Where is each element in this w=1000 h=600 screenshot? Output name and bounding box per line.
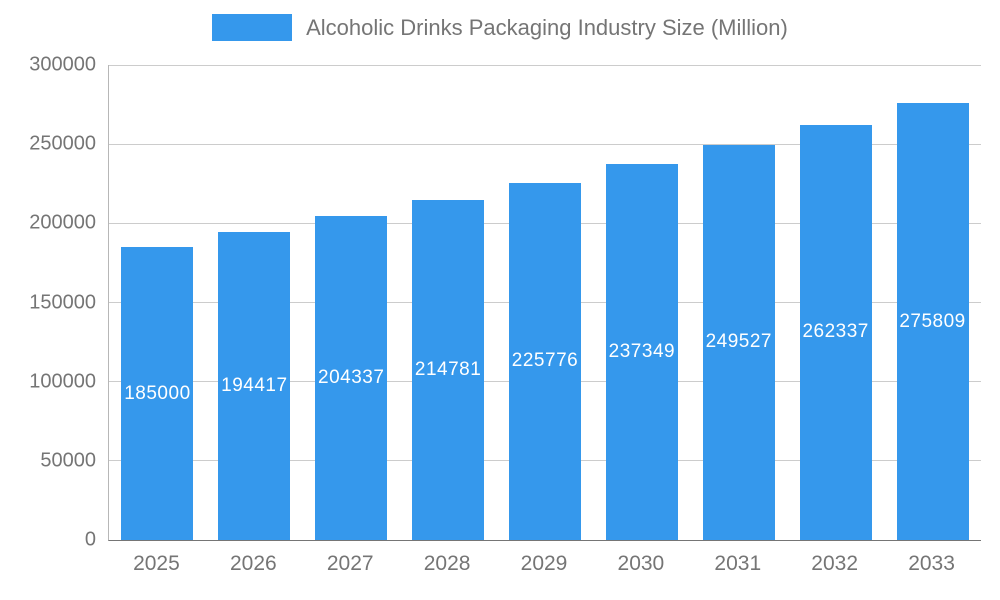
y-axis-tick-label: 250000 xyxy=(29,132,96,155)
bar-2027[interactable]: 204337 xyxy=(315,216,388,540)
x-axis-tick-label: 2033 xyxy=(908,552,955,575)
bar-value-label: 204337 xyxy=(318,367,385,389)
x-axis-tick-label: 2032 xyxy=(811,552,859,575)
bar-value-label: 185000 xyxy=(124,382,191,404)
bar-2032[interactable]: 262337 xyxy=(799,124,872,540)
bar-value-label: 194417 xyxy=(221,375,288,397)
gridline xyxy=(109,143,981,145)
y-axis-tick-label: 0 xyxy=(84,528,96,551)
bar-value-label: 262337 xyxy=(802,321,869,343)
x-axis-tick-label: 2027 xyxy=(326,552,374,575)
bar-value-label: 249527 xyxy=(705,331,772,353)
gridline xyxy=(109,64,981,66)
bar-value-label: 237349 xyxy=(608,341,676,363)
x-axis-tick-label: 2028 xyxy=(423,552,471,575)
bar-2028[interactable]: 214781 xyxy=(412,199,485,540)
x-axis-tick-label: 2031 xyxy=(714,552,762,575)
y-axis-tick-label: 200000 xyxy=(29,211,96,234)
y-axis-tick-label: 300000 xyxy=(29,53,96,76)
bar-2029[interactable]: 225776 xyxy=(509,182,581,540)
bar-value-label: 214781 xyxy=(414,358,482,380)
plot-area: 185000 194417 204337 214781 225776 237349 2495… xyxy=(108,64,981,541)
x-axis-tick-label: 2026 xyxy=(229,552,277,575)
y-axis-tick-label: 50000 xyxy=(40,449,96,472)
bar-2030[interactable]: 237349 xyxy=(605,164,678,540)
y-axis-tick-label: 100000 xyxy=(29,370,96,393)
bar-value-label: 275809 xyxy=(899,310,966,332)
x-axis-tick-label: 2030 xyxy=(617,552,665,575)
x-axis-tick-label: 2025 xyxy=(133,552,180,575)
bar-2025[interactable]: 185000 xyxy=(121,247,194,540)
bar-value-label: 225776 xyxy=(511,350,579,372)
x-axis-tick-label: 2029 xyxy=(520,552,568,575)
legend-swatch xyxy=(212,14,293,41)
bar-2033[interactable]: 275809 xyxy=(896,103,969,540)
bar-2031[interactable]: 249527 xyxy=(702,144,775,540)
y-axis-tick-label: 150000 xyxy=(29,291,96,313)
chart-title: Alcoholic Drinks Packaging Industry Size… xyxy=(306,14,788,40)
legend: Alcoholic Drinks Packaging Industry Size… xyxy=(0,14,1000,41)
bar-2026[interactable]: 194417 xyxy=(218,232,291,540)
